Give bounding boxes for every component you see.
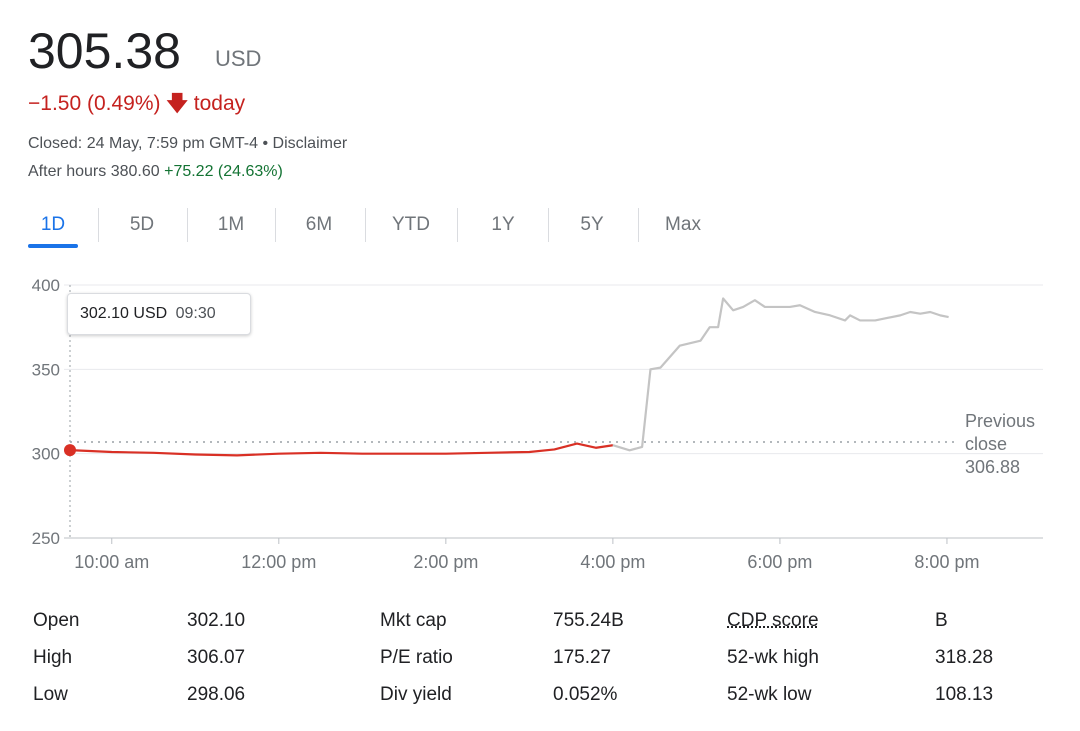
tab-underline bbox=[28, 244, 78, 248]
previous-close-label: Previous close bbox=[965, 411, 1036, 454]
stat-label: Low bbox=[33, 684, 68, 705]
price-line bbox=[69, 442, 614, 457]
tab-separator bbox=[365, 208, 366, 242]
stat-label: Div yield bbox=[380, 684, 452, 705]
stat-label: P/E ratio bbox=[380, 647, 453, 668]
down-arrow: 🡇 bbox=[166, 92, 188, 115]
tab[interactable]: 6M bbox=[305, 214, 333, 235]
tab[interactable]: 1D bbox=[40, 214, 66, 235]
previous-close: Previous close 306.88 bbox=[965, 410, 1055, 479]
tab-separator bbox=[275, 208, 276, 242]
y-tick-label: 300 bbox=[32, 445, 60, 464]
change-value: −1.50 (0.49%) bbox=[28, 92, 161, 115]
tab-separator bbox=[457, 208, 458, 242]
price-line bbox=[612, 297, 949, 452]
tab[interactable]: Max bbox=[665, 214, 701, 235]
x-tick-label: 2:00 pm bbox=[413, 552, 478, 572]
stat-label[interactable]: CDP score bbox=[727, 610, 819, 631]
stat-label: High bbox=[33, 647, 73, 668]
tab[interactable]: 5D bbox=[129, 214, 155, 235]
tab-separator bbox=[637, 208, 639, 242]
tooltip: 302.10 USD 09:30 bbox=[67, 293, 251, 335]
stat-label: 52-wk low bbox=[727, 684, 812, 705]
stat-label: Mkt cap bbox=[380, 610, 447, 631]
stat-value: 175.27 bbox=[553, 647, 612, 668]
tab[interactable]: YTD bbox=[392, 214, 430, 235]
status: Closed: 24 May, 7:59 pm GMT-4 • Disclaim… bbox=[28, 135, 348, 152]
stat-value: 306.07 bbox=[187, 647, 246, 668]
stat-value: 302.10 bbox=[187, 610, 246, 631]
x-tick-label: 10:00 am bbox=[74, 552, 149, 572]
change: −1.50 (0.49%) 🡇 today bbox=[28, 89, 245, 124]
change-suffix: today bbox=[193, 92, 246, 115]
tooltip-value: 302.10 USD bbox=[80, 305, 168, 322]
x-tick-label: 12:00 pm bbox=[241, 552, 316, 572]
stat-value: 318.28 bbox=[935, 647, 994, 668]
tab-separator bbox=[547, 208, 549, 242]
stat-label: Open bbox=[33, 610, 80, 631]
after-hours: After hours 380.60 +75.22 (24.63%) bbox=[28, 163, 283, 181]
tooltip-time: 09:30 bbox=[175, 305, 216, 322]
after-hours-price: After hours 380.60 bbox=[28, 163, 160, 180]
y-tick-label: 250 bbox=[32, 529, 60, 548]
stat-value: 0.052% bbox=[553, 684, 618, 705]
tab[interactable]: 5Y bbox=[580, 214, 604, 235]
currency: USD bbox=[215, 46, 262, 71]
price: 305.38 bbox=[28, 23, 181, 79]
start-dot bbox=[64, 444, 76, 457]
stat-value: 108.13 bbox=[935, 684, 994, 705]
stat-label: 52-wk high bbox=[727, 647, 819, 668]
x-tick-label: 6:00 pm bbox=[747, 552, 812, 572]
x-tick-label: 4:00 pm bbox=[580, 552, 645, 572]
stat-value: 298.06 bbox=[187, 684, 246, 705]
tab-separator bbox=[186, 208, 188, 242]
tab[interactable]: 1M bbox=[217, 214, 245, 235]
x-tick-label: 8:00 pm bbox=[914, 552, 979, 572]
tab[interactable]: 1Y bbox=[491, 214, 515, 235]
tab-separator bbox=[97, 208, 99, 242]
stat-value: 755.24B bbox=[553, 610, 624, 631]
after-hours-change: +75.22 (24.63%) bbox=[164, 163, 283, 180]
stat-value: B bbox=[935, 610, 948, 631]
y-tick-label: 350 bbox=[32, 360, 60, 379]
y-tick-label: 400 bbox=[32, 276, 60, 295]
previous-close-value: 306.88 bbox=[965, 457, 1021, 477]
